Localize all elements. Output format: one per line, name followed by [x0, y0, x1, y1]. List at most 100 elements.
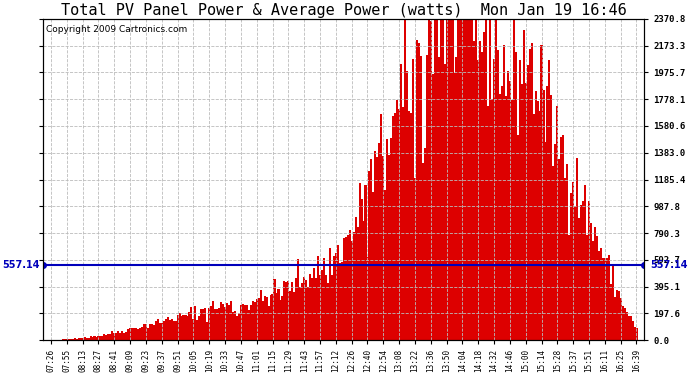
Bar [129, 328, 131, 340]
Bar [451, 19, 453, 340]
Bar [503, 45, 505, 340]
Bar [568, 234, 570, 340]
Bar [489, 19, 491, 340]
Bar [295, 278, 297, 340]
Bar [121, 331, 124, 340]
Bar [264, 296, 266, 340]
Bar [576, 158, 578, 340]
Bar [305, 280, 307, 340]
Bar [540, 45, 542, 340]
Bar [464, 19, 466, 340]
Bar [473, 40, 475, 340]
Bar [165, 319, 167, 340]
Bar [437, 57, 440, 340]
Bar [329, 248, 331, 340]
Bar [360, 199, 362, 340]
Bar [186, 316, 188, 340]
Bar [234, 311, 236, 340]
Bar [368, 171, 371, 340]
Bar [533, 114, 535, 340]
Bar [483, 32, 485, 340]
Bar [273, 279, 275, 340]
Bar [554, 144, 556, 340]
Bar [592, 242, 594, 340]
Bar [462, 19, 464, 340]
Bar [469, 19, 471, 340]
Bar [193, 319, 195, 340]
Bar [564, 177, 566, 340]
Bar [282, 296, 284, 340]
Bar [626, 312, 628, 340]
Bar [353, 232, 355, 340]
Bar [60, 339, 62, 340]
Bar [159, 323, 161, 340]
Bar [113, 333, 115, 340]
Bar [319, 275, 321, 340]
Bar [163, 321, 165, 340]
Bar [448, 19, 450, 340]
Bar [93, 336, 95, 340]
Bar [222, 304, 224, 340]
Bar [499, 94, 501, 340]
Bar [544, 142, 546, 340]
Bar [63, 339, 66, 340]
Bar [204, 308, 206, 340]
Bar [133, 328, 135, 340]
Bar [297, 258, 299, 340]
Bar [216, 309, 218, 340]
Bar [485, 19, 487, 340]
Bar [323, 258, 325, 340]
Bar [246, 305, 248, 340]
Bar [491, 99, 493, 340]
Bar [526, 64, 529, 340]
Bar [141, 327, 143, 340]
Bar [188, 312, 190, 340]
Bar [376, 157, 378, 340]
Bar [83, 338, 86, 340]
Bar [394, 112, 396, 340]
Bar [511, 100, 513, 340]
Bar [195, 306, 197, 340]
Bar [371, 159, 373, 340]
Bar [86, 338, 88, 340]
Bar [378, 143, 380, 340]
Bar [588, 201, 590, 340]
Bar [420, 56, 422, 340]
Bar [442, 19, 444, 340]
Bar [479, 41, 481, 340]
Bar [99, 336, 101, 340]
Bar [232, 312, 234, 340]
Bar [538, 111, 540, 340]
Bar [426, 55, 428, 340]
Bar [471, 19, 473, 340]
Bar [279, 300, 282, 340]
Bar [481, 52, 483, 340]
Bar [301, 283, 303, 340]
Bar [210, 306, 213, 340]
Bar [408, 111, 410, 340]
Bar [339, 263, 341, 340]
Bar [62, 339, 64, 340]
Bar [143, 324, 145, 340]
Bar [317, 256, 319, 340]
Bar [444, 64, 446, 340]
Bar [602, 258, 604, 340]
Bar [117, 331, 119, 340]
Bar [337, 245, 339, 340]
Bar [177, 315, 179, 340]
Bar [139, 328, 141, 340]
Bar [111, 332, 113, 340]
Bar [197, 320, 199, 340]
Bar [218, 308, 220, 340]
Bar [184, 315, 186, 340]
Bar [606, 258, 608, 340]
Bar [212, 301, 214, 340]
Bar [553, 166, 555, 340]
Bar [513, 19, 515, 340]
Bar [584, 185, 586, 340]
Bar [78, 339, 80, 340]
Bar [449, 19, 451, 340]
Bar [343, 238, 345, 340]
Bar [236, 316, 238, 340]
Bar [396, 100, 398, 340]
